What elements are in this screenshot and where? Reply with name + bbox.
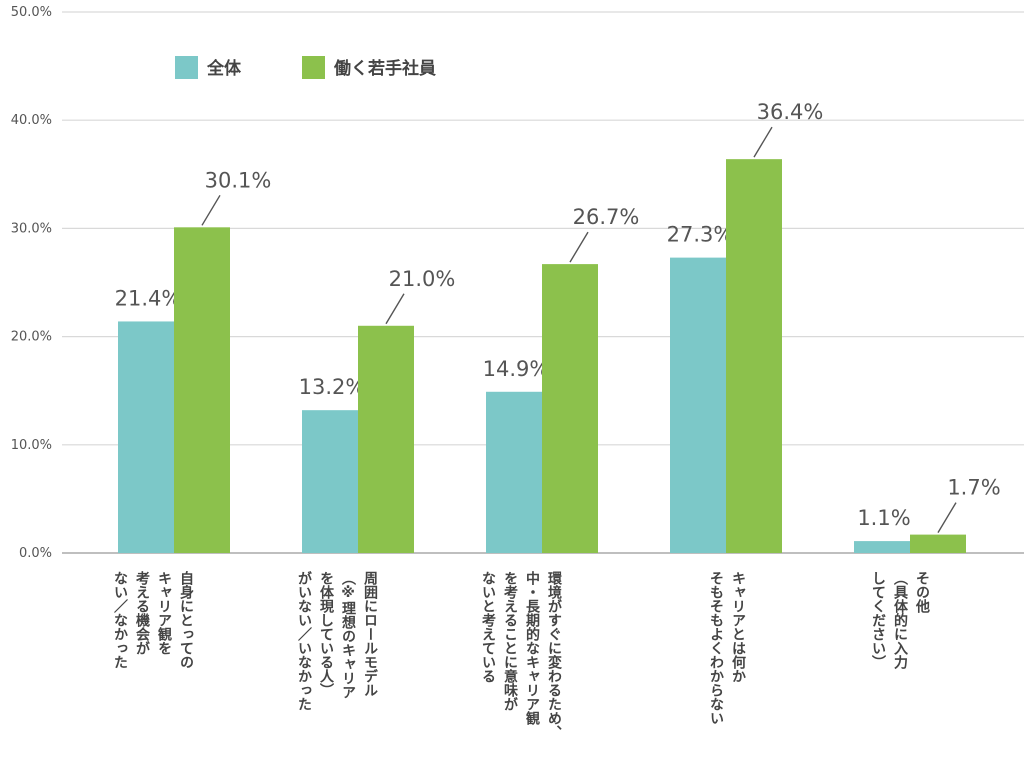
data-label: 30.1% (205, 168, 272, 192)
data-label: 36.4% (757, 100, 824, 124)
data-label: 13.2% (299, 375, 366, 399)
data-label: 21.4% (115, 286, 182, 310)
category-label: を考えることに意味が (502, 571, 518, 711)
y-tick-label: 0.0% (19, 546, 52, 561)
legend-swatch-all (175, 56, 198, 79)
category-label: 考える機会が (134, 570, 150, 655)
data-label: 14.9% (483, 357, 550, 381)
y-tick-label: 40.0% (11, 113, 52, 128)
y-tick-label: 20.0% (11, 330, 52, 345)
category-label: してください） (870, 571, 887, 669)
bar-all (486, 391, 542, 553)
bar-all (302, 410, 358, 553)
data-label: 1.1% (857, 506, 910, 530)
leader-line (753, 126, 773, 158)
category-label: （具体的に入力 (892, 571, 909, 670)
bar-young (174, 227, 230, 553)
category-label: その他 (914, 571, 931, 614)
legend-label: 働く若手社員 (333, 58, 436, 79)
category-label: を体現している人） (318, 571, 335, 697)
bar-young (726, 159, 782, 554)
category-label: 環境がすぐに変わるため、 (546, 571, 562, 739)
y-tick-label: 10.0% (11, 438, 52, 453)
data-label: 1.7% (947, 476, 1000, 500)
leader-line (937, 502, 957, 533)
category-label: （※理想のキャリア (340, 571, 357, 699)
category-label: 自身にとっての (178, 570, 194, 669)
data-label: 26.7% (573, 205, 640, 229)
bar-all (854, 541, 910, 553)
bar-young (910, 534, 966, 553)
category-label: ない／なかった (112, 571, 128, 669)
category-label: がいない／いなかった (296, 570, 312, 711)
bar-young (542, 264, 598, 553)
category-label: ないと考えている (480, 571, 496, 683)
bar-young (358, 325, 414, 553)
data-label: 21.0% (389, 267, 456, 291)
legend-swatch-young (302, 56, 325, 79)
bar-all (118, 321, 174, 553)
category-label: 中・長期的なキャリア観 (524, 570, 540, 726)
leader-line (569, 231, 589, 263)
category-label: 周囲にロールモデル (362, 571, 378, 697)
category-label: そもそもよくわからない (708, 571, 724, 725)
category-label: キャリア観を (156, 571, 172, 655)
data-label: 27.3% (667, 223, 734, 247)
legend-label: 全体 (206, 58, 242, 79)
leader-line (201, 194, 221, 226)
y-tick-label: 50.0% (11, 5, 52, 20)
y-tick-label: 30.0% (11, 221, 52, 236)
leader-line (385, 293, 405, 325)
bar-all (670, 257, 726, 553)
category-label: キャリアとは何か (730, 571, 746, 683)
